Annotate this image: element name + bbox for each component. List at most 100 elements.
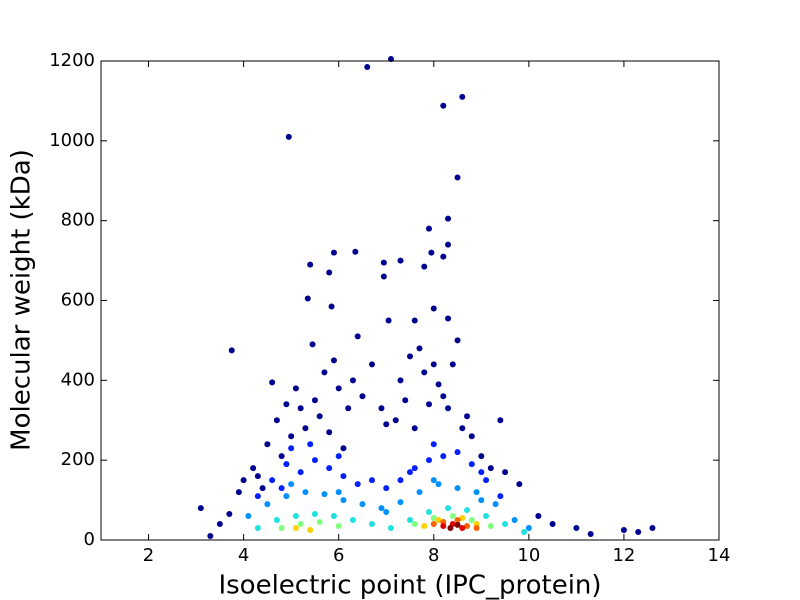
point bbox=[383, 421, 390, 428]
point bbox=[197, 505, 204, 512]
point bbox=[487, 465, 494, 472]
point bbox=[535, 513, 542, 520]
point bbox=[311, 457, 318, 464]
point bbox=[330, 249, 337, 256]
point bbox=[587, 531, 594, 538]
point bbox=[478, 453, 485, 460]
point bbox=[340, 445, 347, 452]
point bbox=[435, 481, 442, 488]
point bbox=[440, 393, 447, 400]
point bbox=[292, 385, 299, 392]
point bbox=[445, 215, 452, 222]
point bbox=[473, 489, 480, 496]
point bbox=[321, 491, 328, 498]
point bbox=[309, 341, 316, 348]
x-axis-label: Isoelectric point (IPC_protein) bbox=[218, 571, 601, 600]
y-tick-label: 400 bbox=[61, 369, 95, 390]
point bbox=[435, 517, 442, 524]
point bbox=[483, 477, 490, 484]
point bbox=[449, 513, 456, 520]
point bbox=[326, 465, 333, 472]
point bbox=[459, 425, 466, 432]
point bbox=[264, 441, 271, 448]
point bbox=[278, 525, 285, 532]
point bbox=[464, 507, 471, 514]
point bbox=[326, 269, 333, 276]
point bbox=[292, 525, 299, 532]
point bbox=[440, 523, 447, 530]
point bbox=[411, 317, 418, 324]
point bbox=[549, 521, 556, 528]
point bbox=[426, 457, 433, 464]
point bbox=[502, 469, 509, 476]
point bbox=[269, 379, 276, 386]
point bbox=[368, 477, 375, 484]
point bbox=[364, 63, 371, 70]
point bbox=[273, 517, 280, 524]
point bbox=[468, 433, 475, 440]
point bbox=[285, 133, 292, 140]
plot-frame bbox=[100, 60, 720, 541]
point bbox=[307, 261, 314, 268]
y-tick-label: 0 bbox=[84, 529, 95, 550]
x-tick-label: 2 bbox=[143, 545, 154, 566]
point bbox=[473, 525, 480, 532]
point bbox=[421, 263, 428, 270]
point bbox=[335, 453, 342, 460]
point bbox=[426, 225, 433, 232]
point bbox=[340, 497, 347, 504]
point bbox=[525, 525, 532, 532]
y-axis-label: Molecular weight (kDa) bbox=[7, 149, 37, 451]
point bbox=[288, 445, 295, 452]
point bbox=[440, 253, 447, 260]
point bbox=[302, 425, 309, 432]
point bbox=[428, 249, 435, 256]
point bbox=[328, 303, 335, 310]
point bbox=[307, 441, 314, 448]
point bbox=[464, 413, 471, 420]
point bbox=[340, 473, 347, 480]
y-tick-label: 1200 bbox=[49, 50, 95, 71]
point bbox=[245, 513, 252, 520]
point bbox=[259, 485, 266, 492]
point bbox=[454, 337, 461, 344]
point bbox=[297, 405, 304, 412]
y-tick-label: 600 bbox=[61, 290, 95, 311]
point bbox=[430, 305, 437, 312]
point bbox=[468, 461, 475, 468]
point bbox=[330, 513, 337, 520]
point bbox=[250, 465, 257, 472]
point bbox=[359, 393, 366, 400]
point bbox=[264, 501, 271, 508]
point bbox=[454, 521, 461, 528]
point bbox=[516, 481, 523, 488]
point bbox=[383, 485, 390, 492]
point bbox=[511, 517, 518, 524]
point bbox=[311, 511, 318, 518]
point bbox=[335, 489, 342, 496]
point bbox=[335, 385, 342, 392]
point bbox=[483, 513, 490, 520]
point bbox=[440, 102, 447, 109]
point bbox=[269, 477, 276, 484]
point bbox=[402, 397, 409, 404]
point bbox=[459, 525, 466, 532]
point bbox=[573, 525, 580, 532]
point bbox=[335, 523, 342, 530]
point bbox=[292, 513, 299, 520]
point bbox=[311, 397, 318, 404]
point bbox=[378, 505, 385, 512]
point bbox=[378, 405, 385, 412]
x-tick-label: 14 bbox=[708, 545, 731, 566]
y-tick-label: 200 bbox=[61, 449, 95, 470]
point bbox=[445, 405, 452, 412]
point bbox=[445, 241, 452, 248]
point bbox=[352, 248, 359, 255]
point bbox=[620, 527, 627, 534]
point bbox=[228, 347, 235, 354]
point bbox=[440, 453, 447, 460]
point bbox=[283, 461, 290, 468]
point bbox=[273, 417, 280, 424]
point bbox=[380, 259, 387, 266]
